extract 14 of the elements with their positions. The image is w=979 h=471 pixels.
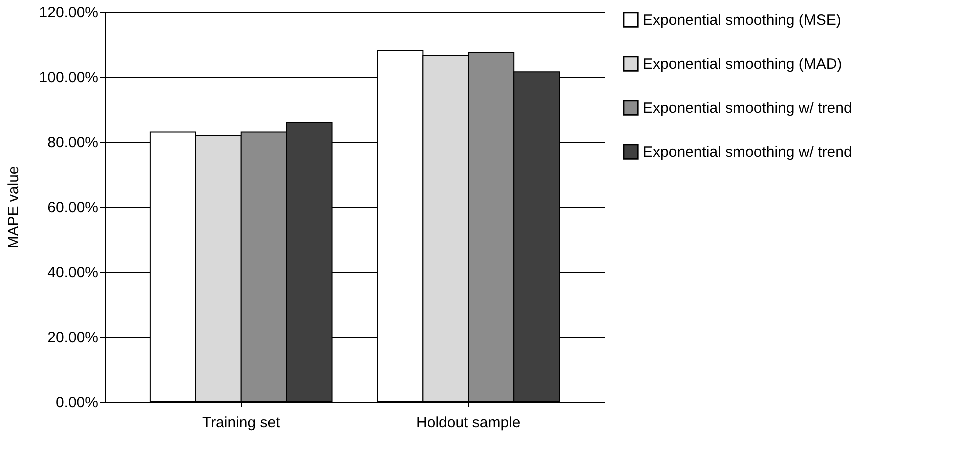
y-tick-label: 120.00% — [39, 4, 98, 22]
legend-label: Exponential smoothing (MAD) — [643, 56, 842, 73]
y-tick-label: 60.00% — [48, 200, 98, 216]
legend-label: Exponential smoothing w/ trend — [643, 100, 852, 117]
x-tick-label: Holdout sample — [416, 414, 521, 432]
y-tick-label: 20.00% — [48, 330, 98, 346]
y-tick-label: 40.00% — [48, 264, 98, 282]
x-tick-label: Training set — [202, 414, 282, 432]
legend-label: Exponential smoothing w/ trend — [643, 144, 852, 161]
y-tick-label: 100.00% — [39, 70, 98, 86]
y-axis-title: MAPE value — [5, 166, 22, 249]
y-tick-label: 80.00% — [48, 134, 98, 152]
y-tick-label: 0.00% — [56, 394, 98, 412]
legend-label: Exponential smoothing (MSE) — [643, 12, 842, 29]
